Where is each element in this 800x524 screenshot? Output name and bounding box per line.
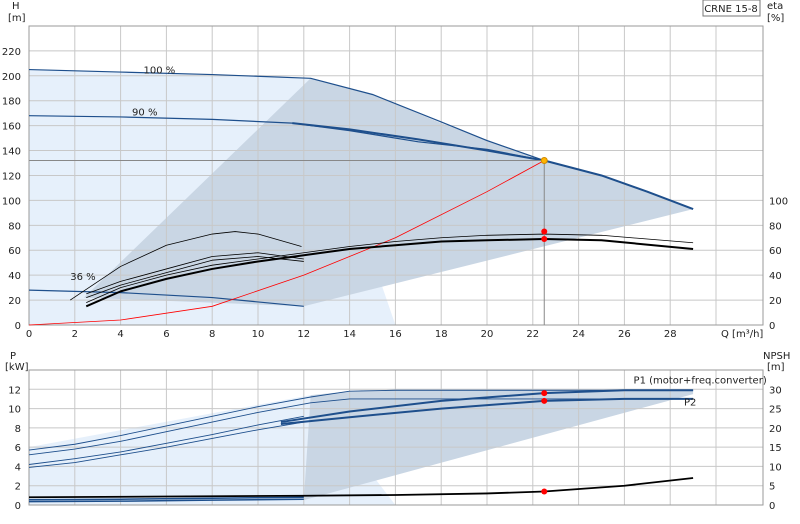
eta-y-tick-label: 100	[769, 196, 788, 207]
power-marker-0	[541, 390, 548, 397]
x-tick-label: 2	[72, 329, 78, 340]
npsh-axis-unit: [m]	[767, 362, 785, 373]
power-marker-1	[541, 397, 548, 404]
power-low-curve-7	[28, 498, 304, 503]
power-y-tick-label: 12	[8, 385, 21, 396]
x-axis-label: Q [m³/h]	[721, 329, 763, 340]
x-tick-label: 28	[664, 329, 677, 340]
power-curve-5	[28, 421, 304, 468]
npsh-axis-title: NPSH	[763, 351, 790, 362]
x-tick-label: 8	[209, 329, 215, 340]
power-low-curve-6	[28, 496, 304, 501]
head-y-tick-label: 100	[2, 196, 21, 207]
efficiency-curve-7	[86, 256, 304, 298]
eta-y-tick-label: 80	[769, 221, 782, 232]
power-y-tick-label: 6	[15, 443, 21, 454]
eta-y-tick-label: 20	[769, 296, 782, 307]
x-tick-label: 20	[481, 329, 494, 340]
power-y-tick-label: 4	[15, 462, 21, 473]
x-tick-label: 0	[26, 329, 32, 340]
power-y-tick-label: 10	[8, 405, 21, 416]
power-curve-3	[28, 398, 694, 456]
x-tick-label: 12	[297, 329, 310, 340]
npsh-y-tick-label: 10	[769, 462, 782, 473]
eta-axis-title: eta	[767, 1, 783, 12]
power-y-tick-label: 2	[15, 482, 21, 493]
power-y-tick-label: 8	[15, 424, 21, 435]
model-badge: CRNE 15-8	[704, 4, 758, 15]
power-y-tick-label: 0	[15, 501, 21, 512]
head-operating-range-dark	[83, 78, 694, 307]
npsh-y-tick-label: 15	[769, 443, 782, 454]
head-y-tick-label: 140	[2, 147, 21, 158]
head-y-tick-label: 20	[8, 296, 21, 307]
power-operating-range-dark	[303, 390, 694, 501]
npsh-y-tick-label: 30	[769, 385, 782, 396]
head-axis-title: H	[12, 1, 20, 12]
head-curve-2	[28, 289, 304, 307]
efficiency-curve-6	[86, 252, 304, 295]
x-tick-label: 22	[526, 329, 539, 340]
power-curve-4	[28, 415, 304, 465]
npsh-curve	[28, 477, 694, 499]
p1-curve-label: P1 (motor+freq.converter)	[634, 376, 767, 387]
head-marker-1	[541, 228, 548, 235]
curve-speed-label: 100 %	[144, 65, 176, 76]
head-y-tick-label: 80	[8, 221, 21, 232]
power-axis-title: P	[10, 351, 16, 362]
x-tick-label: 26	[618, 329, 631, 340]
npsh-y-tick-label: 25	[769, 405, 782, 416]
head-axis-unit: [m]	[8, 13, 26, 24]
npsh-y-tick-label: 0	[769, 501, 775, 512]
x-tick-label: 14	[343, 329, 356, 340]
efficiency-curve-5	[69, 231, 302, 301]
power-curve-2	[28, 389, 694, 451]
head-y-tick-label: 180	[2, 97, 21, 108]
npsh-y-tick-label: 5	[769, 482, 775, 493]
x-tick-label: 24	[572, 329, 585, 340]
eta-y-tick-label: 60	[769, 246, 782, 257]
x-tick-label: 18	[435, 329, 448, 340]
head-y-tick-label: 40	[8, 271, 21, 282]
eta-axis-unit: [%]	[767, 13, 784, 24]
head-y-tick-label: 200	[2, 72, 21, 83]
x-tick-label: 4	[117, 329, 123, 340]
power-plot-frame	[28, 369, 764, 506]
head-curve-main-3	[292, 122, 694, 211]
eta-y-tick-label: 0	[769, 321, 775, 332]
head-y-tick-label: 0	[15, 321, 21, 332]
head-y-tick-label: 160	[2, 122, 21, 133]
head-y-tick-label: 120	[2, 171, 21, 182]
x-tick-label: 6	[163, 329, 169, 340]
x-tick-label: 16	[389, 329, 402, 340]
curve-speed-label: 90 %	[132, 108, 157, 119]
head-plot-frame	[28, 25, 764, 326]
x-tick-label: 10	[252, 329, 265, 340]
model-badge-box	[702, 0, 761, 17]
curve-speed-label: 36 %	[70, 272, 95, 283]
power-marker-2	[541, 488, 548, 495]
head-marker-2	[541, 236, 548, 243]
power-axis-unit: [kW]	[5, 362, 29, 373]
eta-y-tick-label: 40	[769, 271, 782, 282]
npsh-y-tick-label: 20	[769, 424, 782, 435]
head-y-tick-label: 220	[2, 47, 21, 58]
system-curve	[28, 160, 545, 326]
duty-point-marker	[540, 157, 548, 165]
p2-curve-label: P2	[684, 398, 696, 409]
head-y-tick-label: 60	[8, 246, 21, 257]
